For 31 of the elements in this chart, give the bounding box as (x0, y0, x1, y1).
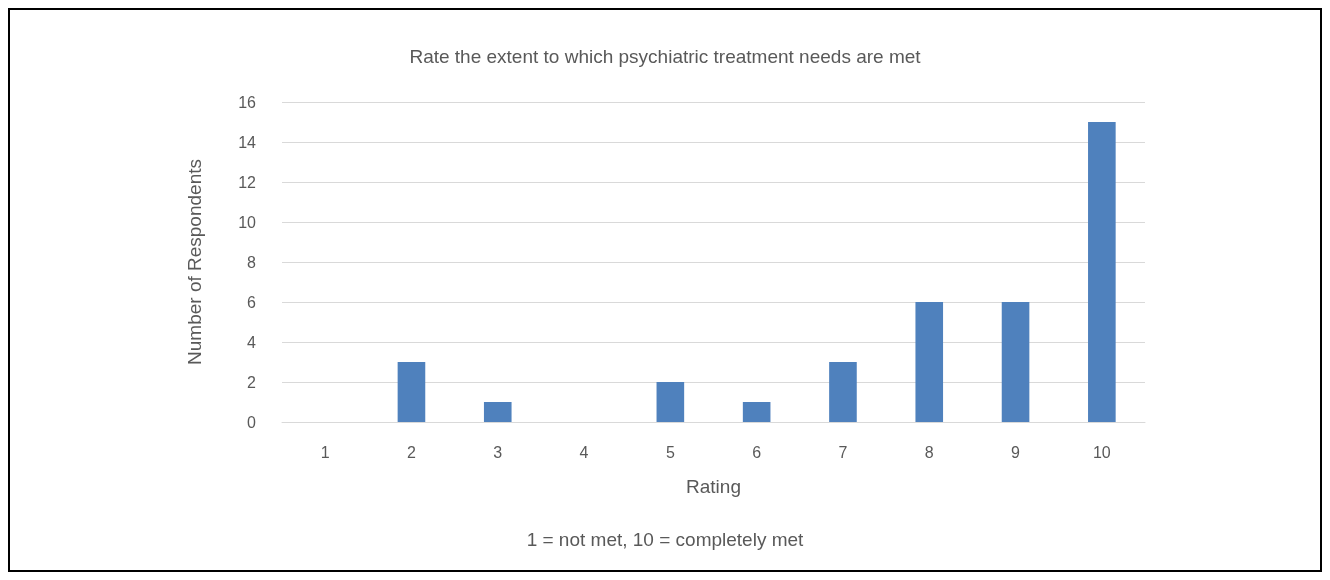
bar (656, 382, 685, 422)
y-tick-label: 16 (238, 93, 257, 111)
x-tick-label: 7 (838, 443, 848, 461)
bar (1088, 122, 1116, 422)
x-tick-label: 2 (407, 443, 416, 461)
y-tick-label: 4 (247, 333, 257, 351)
x-tick-label: 10 (1092, 443, 1111, 461)
bar (483, 402, 512, 422)
bar (829, 362, 857, 422)
x-tick-label: 8 (924, 443, 934, 461)
text: 1 = not met, 10 = completely met (526, 529, 805, 550)
x-tick-label: 1 (320, 443, 330, 461)
y-tick-label: 10 (238, 213, 257, 231)
y-tick-label: 2 (247, 373, 257, 391)
bar (397, 362, 426, 422)
y-tick-label: 12 (238, 173, 257, 191)
y-tick-label: 0 (247, 413, 257, 431)
y-tick-label: 14 (238, 133, 257, 151)
x-tick-label: 9 (1011, 443, 1021, 461)
x-tick-label: 5 (665, 443, 675, 461)
x-tick-label: 4 (579, 443, 589, 461)
x-tick-label: 6 (752, 443, 762, 461)
x-tick-label: 3 (493, 443, 503, 461)
bar (742, 402, 771, 422)
chart-title: Rate the extent to which psychiatric treatment needs are met (409, 46, 922, 67)
bar (915, 302, 944, 422)
y-axis-title: Number of Respondents (184, 159, 205, 365)
x-axis-title: Rating (686, 476, 741, 497)
y-tick-label: 8 (247, 253, 257, 271)
y-tick-label: 6 (247, 293, 257, 311)
bar (1001, 302, 1030, 422)
